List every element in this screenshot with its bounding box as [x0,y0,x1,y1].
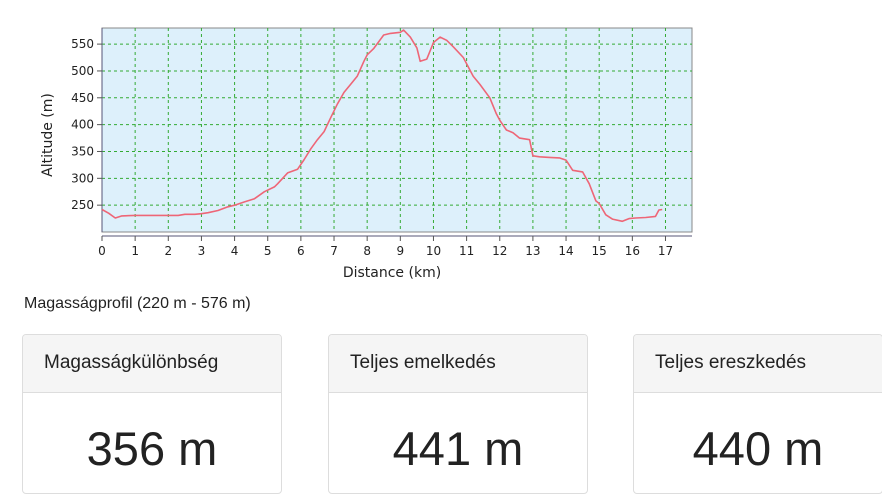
x-tick-label: 3 [198,244,206,258]
y-tick-label: 300 [71,171,94,185]
elevation-difference-card: Magasságkülönbség 356 m [22,334,282,494]
elevation-line [101,29,663,223]
x-tick-label: 0 [98,244,106,258]
y-tick-label: 350 [71,144,94,158]
y-tick-label: 450 [71,91,94,105]
y-tick-label: 400 [71,118,94,132]
total-descent-card: Teljes ereszkedés 440 m [633,334,882,494]
profile-caption: Magasságprofil (220 m - 576 m) [24,295,251,312]
plot-area [101,27,693,233]
x-tick-label: 13 [525,244,540,258]
x-tick-label: 17 [658,244,673,258]
x-axis-title: Distance (km) [343,265,441,281]
elevation-difference-value: 356 m [86,422,218,475]
elevation-difference-label: Magasságkülönbség [23,335,281,393]
x-tick-label: 15 [592,244,607,258]
y-tick-label: 500 [71,64,94,78]
total-descent-label: Teljes ereszkedés [634,335,882,393]
x-tick-label: 14 [558,244,573,258]
total-ascent-label: Teljes emelkedés [329,335,587,393]
x-tick-label: 16 [625,244,640,258]
total-ascent-card: Teljes emelkedés 441 m [328,334,588,494]
x-tick-label: 5 [264,244,272,258]
x-tick-label: 10 [426,244,441,258]
elevation-profile-chart: 0 1 2 3 4 5 6 7 8 9 10 11 12 13 14 15 16 17 250 300 350 400 45… [40,27,693,281]
x-tick-label: 9 [396,244,404,258]
y-tick-label: 550 [71,37,94,51]
x-tick-label: 6 [297,244,305,258]
x-tick-label: 7 [330,244,338,258]
x-tick-label: 1 [131,244,139,258]
x-tick-label: 12 [492,244,507,258]
x-tick-label: 8 [363,244,371,258]
y-axis-title: Altitude (m) [40,93,56,177]
x-tick-label: 2 [164,244,172,258]
x-tick-label: 4 [231,244,239,258]
total-ascent-value: 441 m [392,422,524,475]
y-tick-label: 250 [71,198,94,212]
total-descent-value: 440 m [692,422,824,475]
elevation-profile-svg: 0 1 2 3 4 5 6 7 8 9 10 11 12 13 14 15 16 1725030035040045… [40,27,693,281]
x-tick-label: 11 [459,244,474,258]
